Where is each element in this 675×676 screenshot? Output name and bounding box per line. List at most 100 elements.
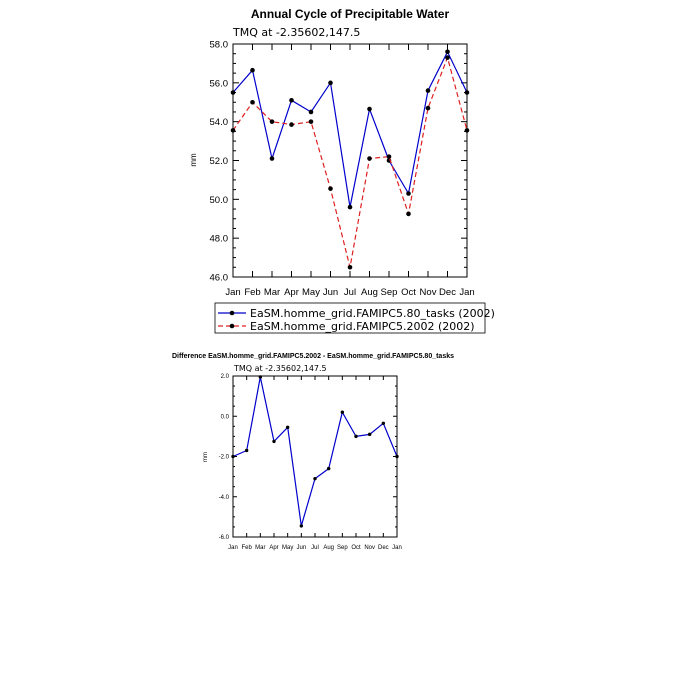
- data-point: [308, 109, 314, 115]
- x-tick-label: Dec: [378, 545, 389, 551]
- y-tick-label: 48.0: [210, 234, 229, 245]
- data-point: [367, 432, 372, 437]
- data-point: [425, 105, 431, 111]
- plot-frame: [232, 375, 398, 538]
- legend: EaSM.homme_grid.FAMIPC5.80_tasks (2002)E…: [214, 302, 495, 334]
- series-layer: [230, 49, 470, 270]
- data-point: [328, 80, 333, 86]
- data-point: [250, 99, 255, 105]
- x-tick-label: Feb: [241, 545, 252, 551]
- data-point: [367, 156, 372, 161]
- data-point: [445, 49, 450, 55]
- x-tick-label: Apr: [269, 545, 278, 551]
- data-point: [386, 154, 392, 159]
- x-tick-label: Jan: [459, 287, 474, 298]
- data-point: [289, 98, 294, 103]
- y-tick-label: 46.0: [210, 273, 229, 284]
- data-point: [445, 55, 450, 60]
- data-point: [250, 67, 255, 73]
- data-point: [464, 128, 470, 133]
- data-point: [406, 211, 411, 217]
- y-tick-label: -4.0: [219, 495, 230, 501]
- series-layer: [231, 375, 399, 528]
- data-point: [230, 128, 236, 133]
- x-tick-label: Jun: [296, 545, 306, 551]
- data-point: [231, 454, 235, 459]
- y-tick-label: 0.0: [221, 414, 230, 420]
- y-tick-label: -2.0: [219, 455, 230, 461]
- data-point: [308, 119, 314, 124]
- data-point: [258, 375, 263, 379]
- data-point: [313, 476, 317, 481]
- y-axis-label: mm: [189, 153, 198, 167]
- data-point: [340, 410, 345, 414]
- x-tick-label: Jan: [392, 545, 402, 551]
- y-tick-label: 2.0: [221, 374, 230, 380]
- x-tick-label: Nov: [364, 545, 375, 551]
- x-tick-label: Oct: [401, 287, 416, 298]
- x-tick-label: Jun: [323, 287, 338, 298]
- x-tick-label: Oct: [351, 545, 361, 551]
- chart-title: Annual Cycle of Precipitable Water: [251, 7, 450, 21]
- legend-entry-2: EaSM.homme_grid.FAMIPC5.2002 (2002): [250, 320, 475, 333]
- data-point: [299, 524, 304, 528]
- chart-title: Difference EaSM.homme_grid.FAMIPC5.2002 …: [172, 353, 454, 360]
- data-point: [425, 88, 431, 93]
- data-point: [230, 90, 236, 95]
- x-tick-label: Aug: [323, 545, 334, 551]
- plot-area: 46.0 48.0 50.0 52.0 54.0 56.0 58.0 Jan Feb Mar Apr…: [210, 40, 475, 299]
- series-line-2: [232, 55, 468, 268]
- x-tick-label: Sep: [381, 287, 398, 298]
- y-tick-label: -6.0: [219, 535, 230, 541]
- x-tick-label: Sep: [337, 545, 348, 551]
- chart-subtitle: TMQ at -2.35602,147.5: [232, 26, 360, 39]
- x-tick-label: May: [302, 287, 320, 298]
- series-line-1: [232, 376, 398, 527]
- y-tick-label: 58.0: [210, 40, 229, 51]
- data-point: [269, 119, 275, 124]
- data-point: [289, 122, 294, 127]
- data-point: [326, 466, 331, 471]
- legend-box: [214, 302, 486, 334]
- data-point: [367, 106, 372, 112]
- legend-entry-1: EaSM.homme_grid.FAMIPC5.80_tasks (2002): [250, 307, 495, 320]
- data-point: [354, 434, 358, 439]
- y-tick-label: 52.0: [210, 156, 229, 167]
- x-tick-label: Nov: [420, 287, 437, 298]
- x-tick-label: Jan: [225, 287, 240, 298]
- data-point: [285, 425, 290, 430]
- legend-marker: [229, 323, 235, 329]
- x-tick-label: Mar: [264, 287, 280, 298]
- x-tick-label: Dec: [439, 287, 456, 298]
- data-point: [269, 156, 275, 161]
- x-tick-label: Feb: [244, 287, 260, 298]
- x-tick-label: Mar: [255, 545, 265, 551]
- data-point: [347, 264, 353, 270]
- data-point: [406, 191, 411, 196]
- x-tick-label: Jul: [311, 545, 319, 551]
- chart-subtitle: TMQ at -2.35602,147.5: [233, 364, 327, 373]
- x-tick-label: Jul: [344, 287, 356, 298]
- y-axis-label: mm: [203, 452, 209, 462]
- x-tick-label: Jan: [228, 545, 238, 551]
- series-line-1: [232, 50, 468, 208]
- x-tick-label: Apr: [284, 287, 299, 298]
- data-point: [272, 439, 276, 444]
- annual-cycle-chart: Annual Cycle of Precipitable Water TMQ a…: [189, 7, 495, 334]
- difference-chart: Difference EaSM.homme_grid.FAMIPC5.2002 …: [172, 353, 454, 551]
- y-tick-label: 56.0: [210, 78, 229, 89]
- data-point: [328, 186, 333, 191]
- data-point: [347, 204, 353, 210]
- data-point: [464, 90, 470, 95]
- x-tick-label: Aug: [361, 287, 378, 298]
- y-tick-label: 50.0: [210, 195, 229, 206]
- data-point: [395, 454, 399, 459]
- data-point: [244, 448, 249, 453]
- legend-marker: [229, 310, 235, 316]
- plot-frame: [232, 43, 468, 278]
- data-point: [381, 421, 386, 425]
- y-tick-label: 54.0: [210, 117, 229, 128]
- x-tick-label: May: [282, 545, 293, 551]
